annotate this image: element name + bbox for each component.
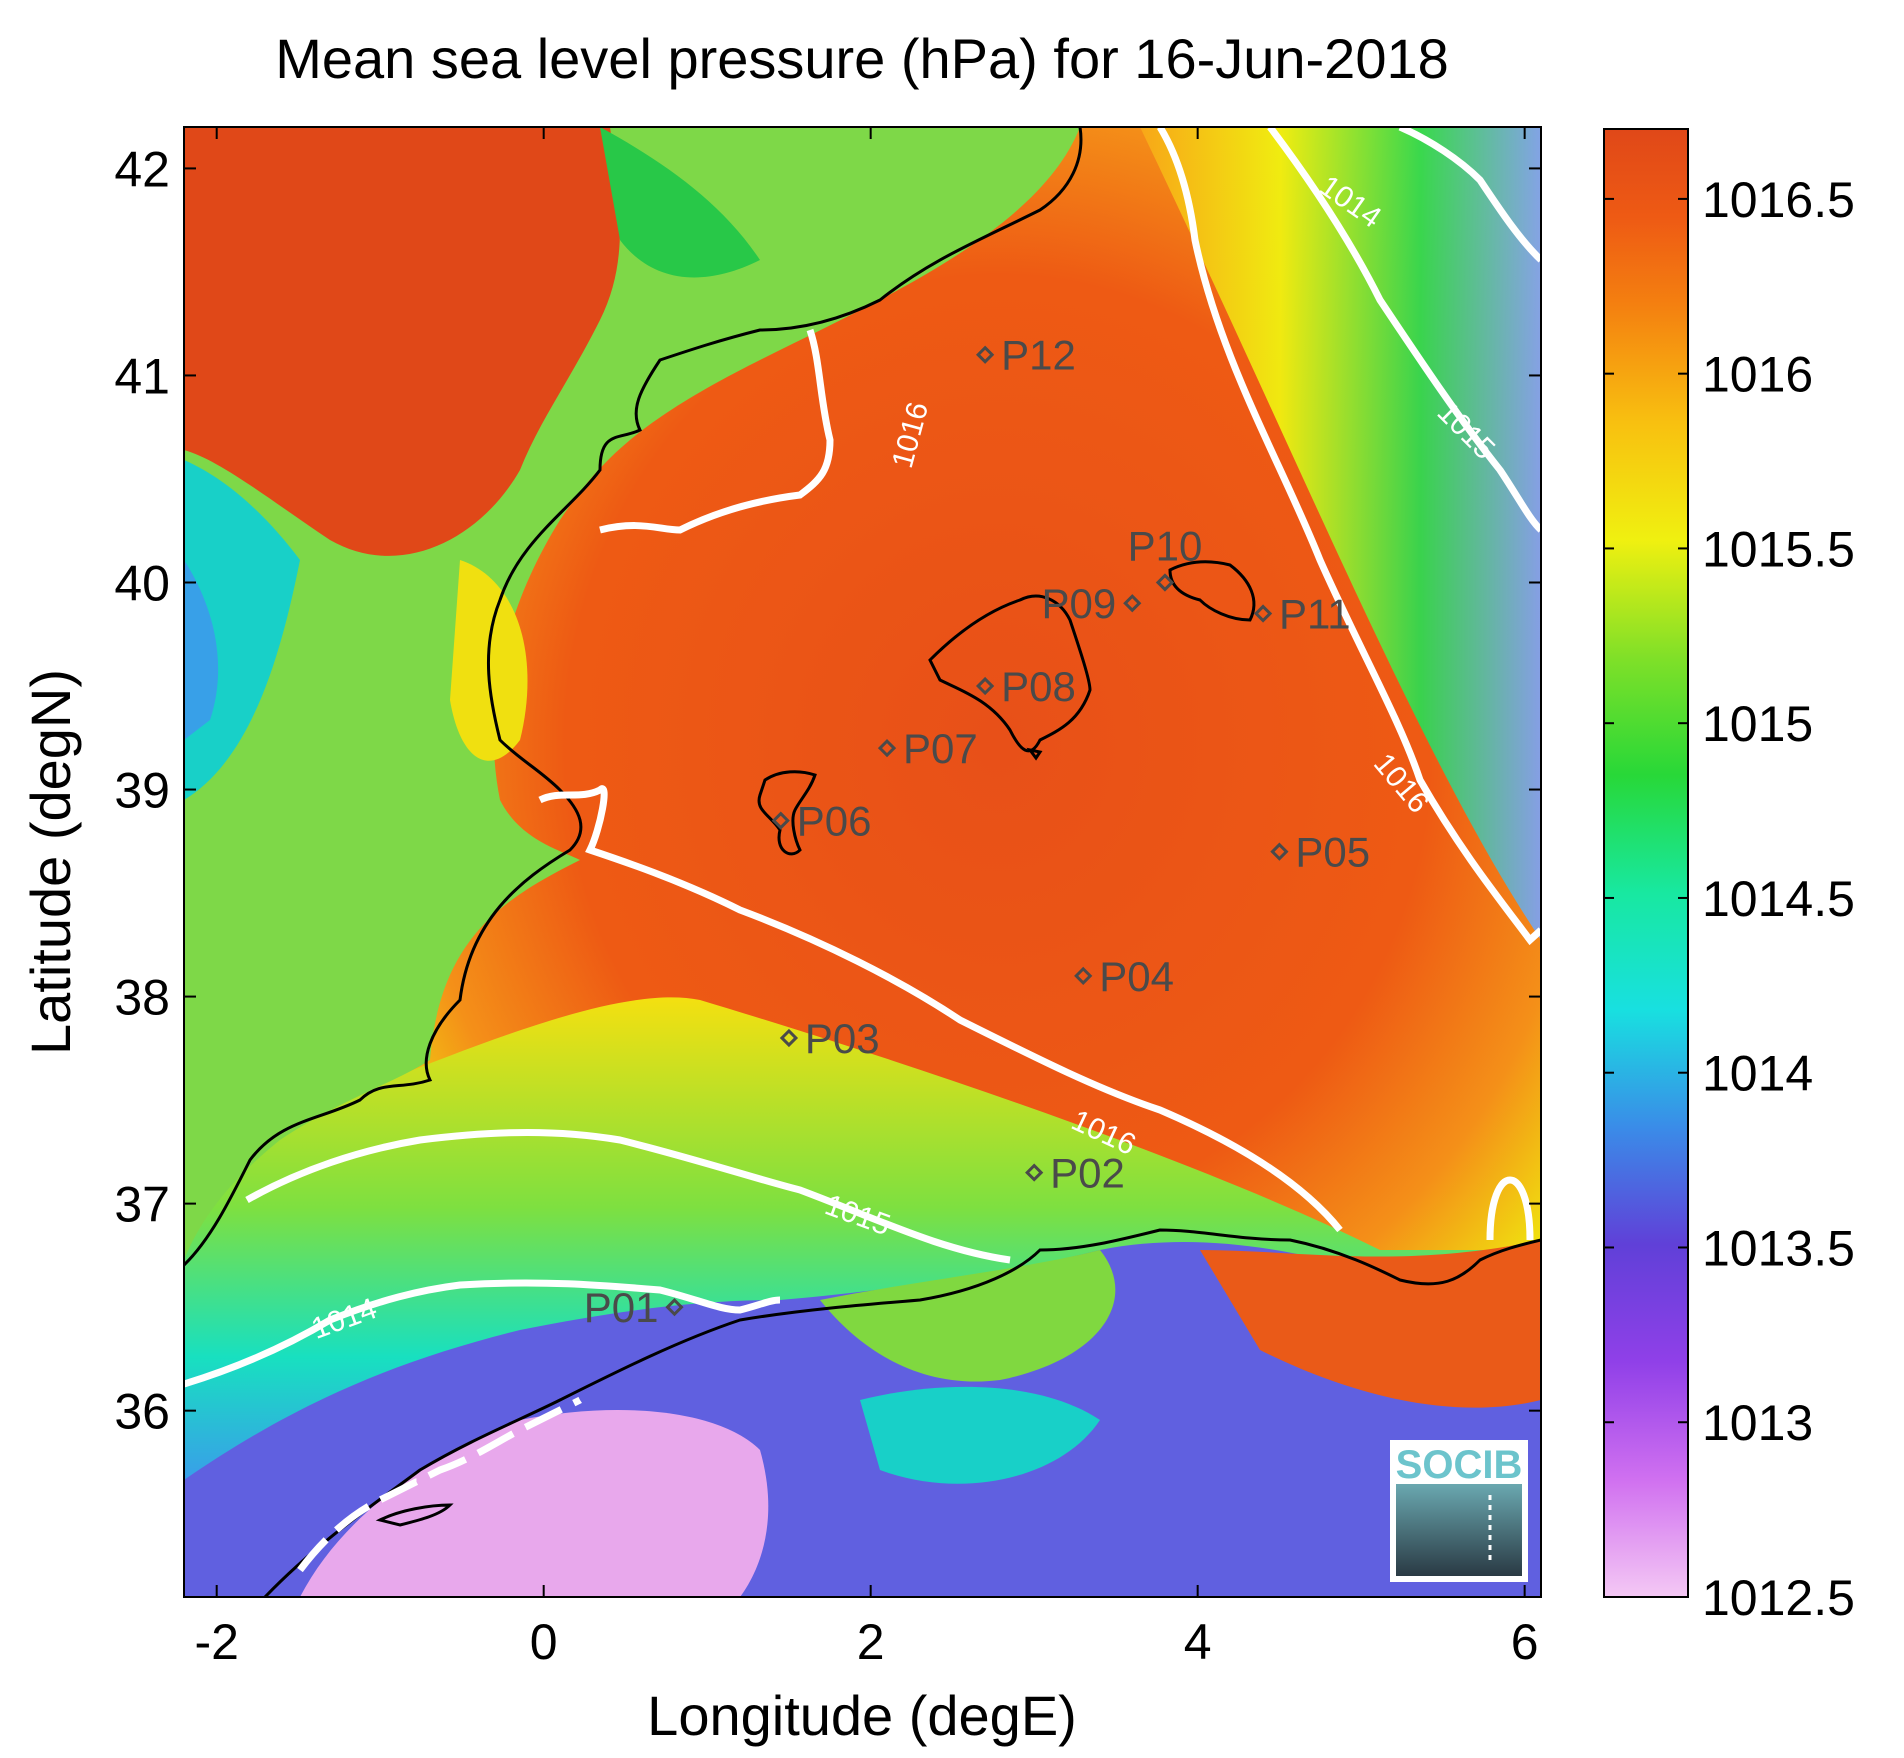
x-axis-label: Longitude (degE)	[647, 1684, 1077, 1747]
station-marker	[975, 345, 995, 364]
station-marker	[1025, 1163, 1044, 1182]
station-label: P02	[1050, 1150, 1125, 1197]
colorbar-frame	[1603, 128, 1689, 1598]
station-label: P09	[1042, 580, 1117, 627]
north-africa-cyan	[860, 1386, 1100, 1484]
y-axis: 36 37 38 39 40 41 42	[114, 141, 1541, 1440]
colorbar-tick-label: 1013.5	[1702, 1220, 1855, 1276]
contour-1014-east	[1398, 127, 1541, 263]
colorbar-tick-label: 1014	[1702, 1046, 1813, 1102]
plot-frame	[183, 126, 1542, 1598]
x-tick-label: 0	[530, 1614, 558, 1670]
station-label: P06	[797, 798, 872, 845]
station-label: P01	[584, 1284, 659, 1331]
socib-logo: SOCIB	[1390, 1440, 1528, 1582]
contour-1016-east	[1157, 127, 1541, 946]
x-tick-label: 2	[857, 1614, 885, 1670]
station-marker	[1270, 842, 1289, 861]
station-label: P04	[1099, 953, 1174, 1000]
north-africa-high-east	[1200, 1240, 1541, 1408]
colorbar-tick-label: 1013	[1702, 1395, 1813, 1451]
northeast-gradient-region	[1140, 127, 1541, 940]
contour-1016-south	[538, 785, 1343, 1233]
station-marker	[877, 739, 897, 758]
logo-wave-panel	[1396, 1484, 1522, 1576]
station-marker	[1074, 966, 1093, 985]
colorbar-ticks: 1012.5 1013 1013.5 1014 1014.5 1015 1015.5 1016…	[1604, 172, 1855, 1626]
chart-title: Mean sea level pressure (hPa) for 16-Jun…	[275, 27, 1449, 90]
contour-1016-southeast	[1486, 1176, 1534, 1241]
station-label: P03	[805, 1015, 880, 1062]
colorbar-tick-label: 1016.5	[1702, 172, 1855, 228]
station-label: P08	[1001, 663, 1076, 710]
y-tick-label: 38	[114, 970, 170, 1026]
logo-text: SOCIB	[1396, 1443, 1523, 1487]
iberia-coastline	[184, 127, 1083, 1267]
y-tick-label: 41	[114, 348, 170, 404]
iberia-low-core	[184, 560, 219, 740]
pressure-field	[184, 127, 1541, 1597]
contour-1014-south	[184, 1279, 781, 1388]
contour-1015-east	[1267, 127, 1541, 533]
station-marker	[1123, 594, 1142, 613]
contour-1016-north	[599, 328, 834, 534]
colorbar-tick-label: 1012.5	[1702, 1570, 1855, 1626]
x-tick-label: 6	[1511, 1614, 1539, 1670]
colorbar: 1012.5 1013 1013.5 1014 1014.5 1015 1015.5 1016…	[1603, 128, 1855, 1626]
y-tick-label: 40	[114, 555, 170, 611]
station-marker	[1155, 573, 1175, 592]
north-africa-green	[820, 1250, 1116, 1382]
station-marker	[771, 811, 790, 830]
station-label: P12	[1001, 332, 1076, 379]
colorbar-tick-label: 1015	[1702, 696, 1813, 752]
station-marker	[665, 1298, 684, 1317]
mallorca-coastline	[928, 594, 1092, 753]
north-africa-low-core	[300, 1410, 769, 1597]
station-marker	[1253, 604, 1273, 623]
colorbar-tick-label: 1015.5	[1702, 521, 1855, 577]
colorbar-tick-label: 1016	[1702, 347, 1813, 403]
station-label: P07	[903, 725, 978, 772]
north-africa-coastline	[263, 1228, 1541, 1597]
contour-lines	[184, 127, 1541, 1573]
colorbar-tick-label: 1014.5	[1702, 871, 1855, 927]
iberia-high-plateau	[184, 127, 620, 556]
pyrenees-green	[600, 127, 760, 278]
contour-1015-south	[245, 1129, 1011, 1264]
y-axis-label: Latitude (degN)	[19, 669, 82, 1055]
y-tick-label: 39	[114, 763, 170, 819]
x-tick-label: 4	[1184, 1614, 1212, 1670]
menorca-coastline	[1168, 560, 1256, 622]
station-label: P11	[1279, 591, 1351, 638]
y-tick-label: 37	[114, 1177, 170, 1233]
coastlines	[184, 127, 1541, 1597]
y-tick-label: 42	[114, 141, 170, 197]
cabrera-coastline	[1026, 747, 1043, 761]
x-tick-label: -2	[194, 1614, 238, 1670]
colorbar-gradient	[1604, 129, 1688, 1597]
iberia-low-west	[184, 460, 300, 800]
x-axis: -2 0 2 4 6	[194, 127, 1539, 1670]
station-label: P05	[1295, 829, 1370, 876]
station-marker	[779, 1028, 799, 1048]
contour-1013-south	[297, 1396, 582, 1573]
alboran-coastline	[375, 1503, 454, 1527]
station-marker	[975, 676, 995, 696]
y-tick-label: 36	[114, 1384, 170, 1440]
station-label: P10	[1128, 522, 1203, 569]
